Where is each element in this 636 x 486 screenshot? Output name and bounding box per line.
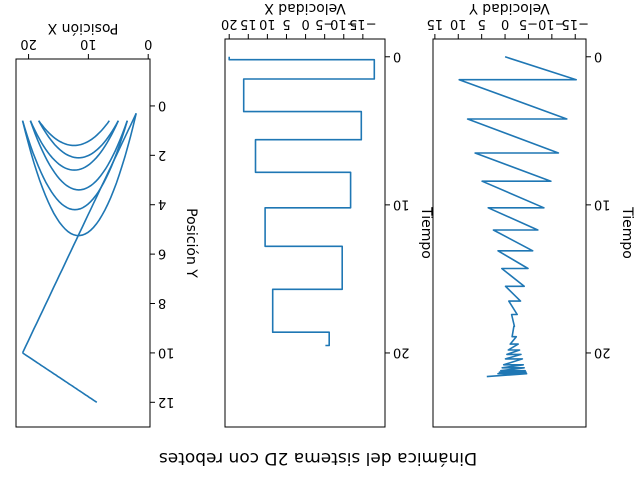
x-axis-label: Posición X [47,20,118,36]
trajectory-arc-3 [21,120,129,211]
y-tick-label: 8 [158,295,166,310]
x-tick-label: 10 [450,16,467,31]
x-tick-label: 10 [80,36,97,51]
y-tick-label: 0 [158,97,166,112]
x-tick-label: 10 [259,16,276,31]
y-tick-label: 12 [158,394,175,409]
y-axis-label: Tiempo [619,206,635,259]
axes-frame [432,38,587,428]
y-tick-label: 10 [393,196,410,211]
x-tick-label: −15 [349,16,376,31]
y-tick-label: 10 [158,344,175,359]
x-axis-label: Velocidad X [264,0,346,16]
y-axis-label: Posición Y [183,208,199,278]
axes-frame [224,38,386,428]
x-tick-label: −10 [538,16,565,31]
y-axis-label: Tiempo [418,206,434,259]
trajectory-arc-2 [21,113,137,237]
y-tick-label: 2 [158,147,166,162]
y-tick-label: 0 [393,48,401,63]
x-tick-label: 15 [240,16,257,31]
axes-frame [15,58,151,428]
x-tick-label: 20 [20,36,37,51]
x-axis-label: Velocidad Y [469,0,550,16]
x-tick-label: 15 [427,16,444,31]
trajectory-panel: 0 10 20 0 2 4 6 8 10 12 Posición X Posición Y [15,20,199,428]
y-tick-label: 0 [594,48,602,63]
trajectory-arc-5 [29,120,120,171]
y-tick-label: 4 [158,196,166,211]
x-tick-label: −5 [519,16,538,31]
trajectory-arc-7 [38,120,110,147]
x-tick-label: 5 [478,16,486,31]
x-tick-label: 5 [282,16,290,31]
y-tick-label: 10 [594,196,611,211]
y-tick-label: 20 [393,344,410,359]
series-line [228,56,376,347]
y-tick-label: 6 [158,246,166,261]
y-tick-label: 20 [594,344,611,359]
x-tick-label: −5 [315,16,334,31]
trajectory-arc-6 [37,120,120,159]
trajectory-arc-0 [22,352,98,403]
x-tick-label: 20 [221,16,238,31]
trajectory-arc-4 [29,120,129,191]
x-tick-label: −10 [330,16,357,31]
x-tick-label: 0 [144,36,152,51]
x-tick-label: −15 [562,16,589,31]
x-tick-label: 0 [501,16,509,31]
figure-title: Dinámica del sistema 2D con rebotes [159,448,477,468]
series-line [458,56,577,378]
x-tick-label: 0 [301,16,309,31]
